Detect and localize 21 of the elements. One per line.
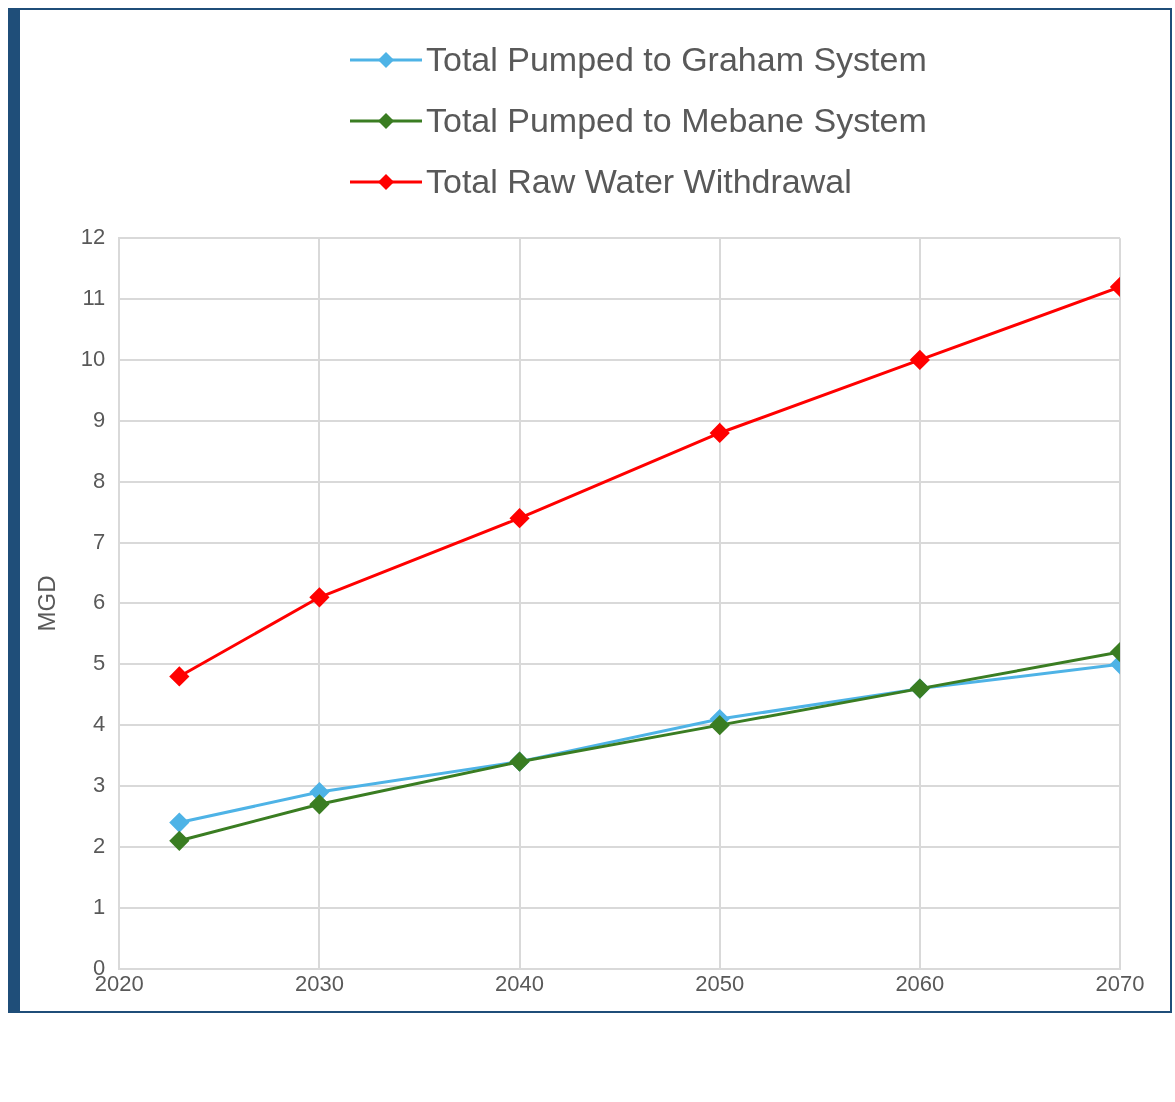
y-tick-label: 2 xyxy=(93,832,106,858)
y-tick-label: 4 xyxy=(93,711,106,737)
y-tick-label: 9 xyxy=(93,406,106,432)
y-tick-label: 8 xyxy=(93,467,106,493)
y-tick-label: 1 xyxy=(93,893,106,919)
y-tick-label: 11 xyxy=(82,285,106,311)
y-tick-label: 12 xyxy=(80,224,106,250)
legend-label: Total Pumped to Mebane System xyxy=(426,101,927,140)
x-tick-label: 2040 xyxy=(495,970,545,996)
x-tick-label: 2060 xyxy=(895,970,945,996)
y-tick-label: 10 xyxy=(80,346,106,371)
legend-label: Total Raw Water Withdrawal xyxy=(426,162,852,201)
x-tick-label: 2070 xyxy=(1095,970,1145,996)
legend-label: Total Pumped to Graham System xyxy=(426,40,927,79)
x-tick-label: 2050 xyxy=(695,970,745,996)
x-tick-label: 2030 xyxy=(294,970,344,996)
y-tick-label: 6 xyxy=(93,589,106,615)
y-axis-title: MGD xyxy=(33,575,61,632)
y-tick-label: 5 xyxy=(93,650,106,676)
y-tick-label: 3 xyxy=(93,772,106,798)
y-tick-label: 7 xyxy=(93,528,106,554)
